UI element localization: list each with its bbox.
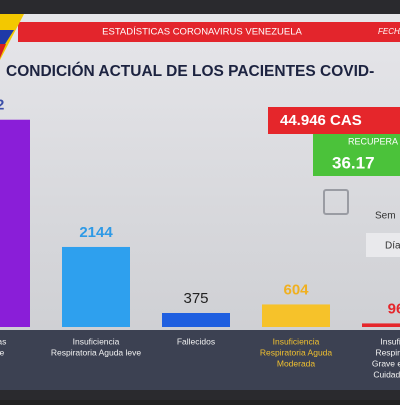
day-box — [366, 233, 400, 257]
flag-red — [0, 44, 6, 58]
x-tick-label: Moderada — [277, 358, 316, 368]
x-tick-label: Insuficiencia — [73, 336, 120, 346]
x-tick-label: Grave en Un — [372, 358, 400, 368]
banner-text: ESTADÍSTICAS CORONAVIRUS VENEZUELA — [102, 27, 302, 38]
cases-box — [268, 107, 400, 134]
x-tick-label: omas — [0, 336, 6, 346]
x-tick-label: Respiratoria Aguda leve — [51, 347, 142, 357]
value-label: 52 — [0, 97, 4, 114]
banner-date: FECHA — [378, 27, 400, 36]
recovered: 36.17 — [332, 153, 375, 172]
label-band — [0, 330, 400, 390]
value-label: 604 — [283, 281, 309, 298]
banner — [18, 22, 400, 42]
chart-title: CONDICIÓN ACTUAL DE LOS PACIENTES COVID- — [6, 62, 374, 80]
day: Día — [385, 241, 400, 252]
bar — [0, 119, 30, 327]
flag-yellow — [0, 14, 24, 60]
value-label: 375 — [183, 290, 208, 307]
recovered-label: RECUPERA — [348, 136, 398, 146]
bar — [62, 246, 130, 327]
x-tick-label: Respiratoria Aguda — [260, 347, 333, 357]
x-tick-label: Insuficiencia — [273, 336, 320, 346]
calendar-icon — [323, 189, 349, 215]
x-tick-label: Insuficie — [380, 336, 400, 346]
bar — [262, 304, 330, 327]
x-tick-label: ente — [0, 347, 5, 357]
week: Sem — [375, 211, 396, 222]
bar — [362, 323, 400, 327]
x-tick-label: Respiratori — [375, 347, 400, 357]
cases: 44.946 CAS — [280, 112, 362, 129]
value-label: 96 — [388, 300, 400, 317]
x-tick-label: Fallecidos — [177, 336, 215, 346]
recovered-box — [313, 134, 400, 176]
bar — [162, 313, 230, 327]
value-label: 2144 — [79, 224, 113, 241]
x-tick-label: Cuidados In — [373, 369, 400, 379]
